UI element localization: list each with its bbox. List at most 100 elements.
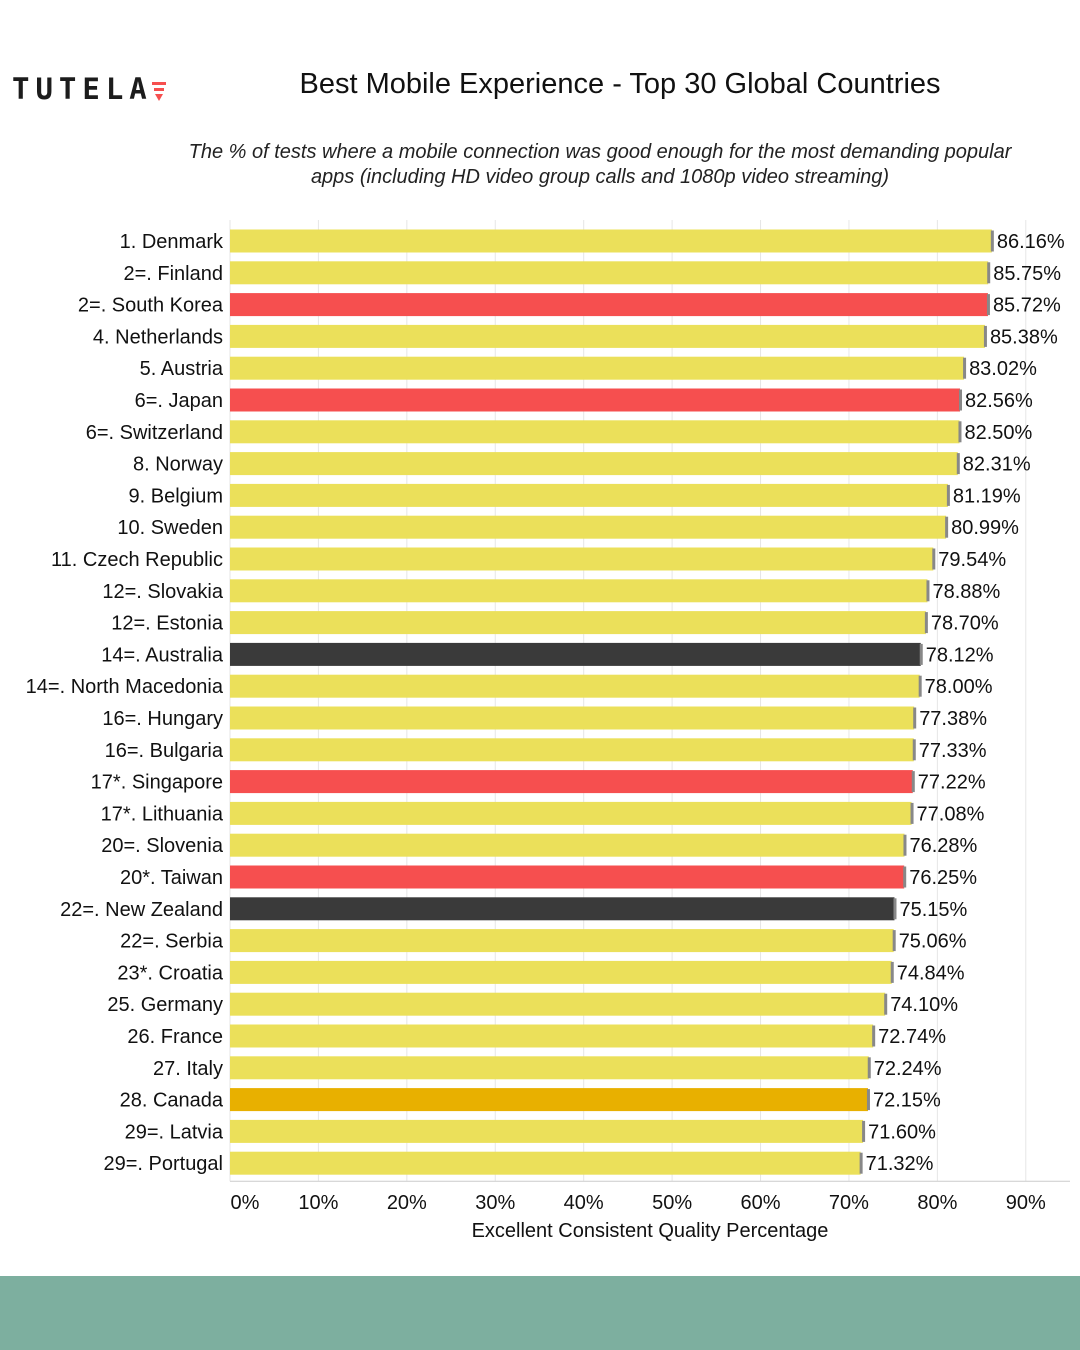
value-label: 80.99% xyxy=(951,517,1019,539)
value-label: 82.50% xyxy=(964,422,1032,444)
error-bar xyxy=(903,834,907,856)
bar xyxy=(230,1056,869,1080)
error-bar xyxy=(924,612,928,634)
bar xyxy=(230,897,895,921)
bar xyxy=(230,420,960,444)
error-bar xyxy=(919,643,923,665)
error-bar xyxy=(959,389,963,411)
category-label: 20=. Slovenia xyxy=(101,835,224,857)
category-label: 12=. Estonia xyxy=(111,613,224,635)
bar xyxy=(230,833,905,857)
x-tick-label: 70% xyxy=(829,1192,869,1214)
value-label: 77.22% xyxy=(918,772,986,794)
error-bar xyxy=(990,230,994,252)
error-bar xyxy=(958,421,962,443)
error-bar xyxy=(912,739,916,761)
value-label: 79.54% xyxy=(938,549,1006,571)
bar xyxy=(230,992,886,1016)
error-bar xyxy=(963,357,967,379)
category-label: 6=. Switzerland xyxy=(86,422,223,444)
value-label: 85.75% xyxy=(993,263,1061,285)
bar xyxy=(230,738,914,762)
error-bar xyxy=(946,484,950,506)
error-bar xyxy=(918,675,922,697)
value-label: 74.84% xyxy=(897,962,965,984)
bar xyxy=(230,388,961,412)
category-label: 27. Italy xyxy=(153,1058,223,1080)
value-label: 82.31% xyxy=(963,454,1031,476)
bar xyxy=(230,674,920,698)
value-label: 75.15% xyxy=(899,899,967,921)
value-label: 77.38% xyxy=(919,708,987,730)
bar xyxy=(230,293,988,317)
bar xyxy=(230,642,921,666)
value-label: 72.15% xyxy=(873,1090,941,1112)
error-bar xyxy=(983,325,987,347)
value-label: 85.38% xyxy=(990,326,1058,348)
category-label: 25. Germany xyxy=(107,994,223,1016)
chart-subtitle: The % of tests where a mobile connection… xyxy=(150,140,1050,190)
category-label: 22=. New Zealand xyxy=(60,899,223,921)
error-bar xyxy=(859,1152,863,1174)
x-tick-label: 20% xyxy=(387,1192,427,1214)
value-label: 74.10% xyxy=(890,994,958,1016)
bar xyxy=(230,706,915,730)
error-bar xyxy=(862,1120,866,1142)
bar xyxy=(230,611,926,635)
value-label: 78.70% xyxy=(931,613,999,635)
tutela-logo: TUTELA xyxy=(12,72,153,106)
x-tick-label: 0% xyxy=(231,1192,260,1214)
category-label: 26. France xyxy=(127,1026,223,1048)
category-label: 29=. Latvia xyxy=(125,1121,224,1143)
bar xyxy=(230,261,989,285)
error-bar xyxy=(903,866,907,888)
bar xyxy=(230,770,913,794)
value-label: 83.02% xyxy=(969,358,1037,380)
category-label: 8. Norway xyxy=(133,454,223,476)
x-tick-label: 10% xyxy=(298,1192,338,1214)
category-label: 16=. Bulgaria xyxy=(105,740,224,762)
error-bar xyxy=(866,1089,870,1111)
category-label: 4. Netherlands xyxy=(93,326,223,348)
error-bar xyxy=(932,548,936,570)
logo-triangle-icon xyxy=(152,82,166,101)
category-label: 12=. Slovakia xyxy=(102,581,224,603)
category-label: 9. Belgium xyxy=(129,485,224,507)
value-label: 78.00% xyxy=(925,676,993,698)
category-label: 6=. Japan xyxy=(135,390,223,412)
category-label: 17*. Singapore xyxy=(91,772,223,794)
category-label: 11. Czech Republic xyxy=(51,549,223,571)
bar xyxy=(230,452,958,476)
error-bar xyxy=(913,707,917,729)
category-label: 23*. Croatia xyxy=(117,962,223,984)
bar xyxy=(230,229,992,253)
value-label: 81.19% xyxy=(953,485,1021,507)
value-label: 77.33% xyxy=(919,740,987,762)
subtitle-line-2: apps (including HD video group calls and… xyxy=(310,166,890,188)
value-label: 76.25% xyxy=(909,867,977,889)
value-label: 85.72% xyxy=(993,295,1061,317)
x-axis-label: Excellent Consistent Quality Percentage xyxy=(471,1220,829,1242)
chart-title: Best Mobile Experience - Top 30 Global C… xyxy=(299,68,941,100)
bar xyxy=(230,1024,874,1048)
x-tick-label: 60% xyxy=(741,1192,781,1214)
bar xyxy=(230,483,948,507)
category-label: 2=. Finland xyxy=(123,263,223,285)
value-label: 72.74% xyxy=(878,1026,946,1048)
bar xyxy=(230,324,985,348)
category-label: 1. Denmark xyxy=(120,231,224,253)
category-label: 28. Canada xyxy=(120,1090,224,1112)
bar xyxy=(230,1088,868,1112)
value-label: 78.12% xyxy=(926,644,994,666)
x-tick-label: 40% xyxy=(564,1192,604,1214)
bar xyxy=(230,515,947,539)
bar xyxy=(230,1151,861,1175)
category-label: 29=. Portugal xyxy=(103,1153,223,1175)
footer-band xyxy=(0,1276,1080,1350)
error-bar xyxy=(884,993,888,1015)
bar xyxy=(230,801,912,825)
error-bar xyxy=(890,961,894,983)
value-label: 78.88% xyxy=(932,581,1000,603)
error-bar xyxy=(956,453,960,475)
category-label: 20*. Taiwan xyxy=(120,867,223,889)
